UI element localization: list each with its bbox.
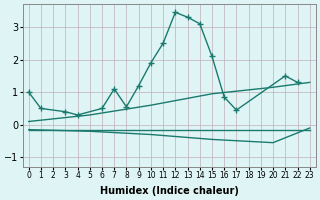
X-axis label: Humidex (Indice chaleur): Humidex (Indice chaleur) (100, 186, 239, 196)
